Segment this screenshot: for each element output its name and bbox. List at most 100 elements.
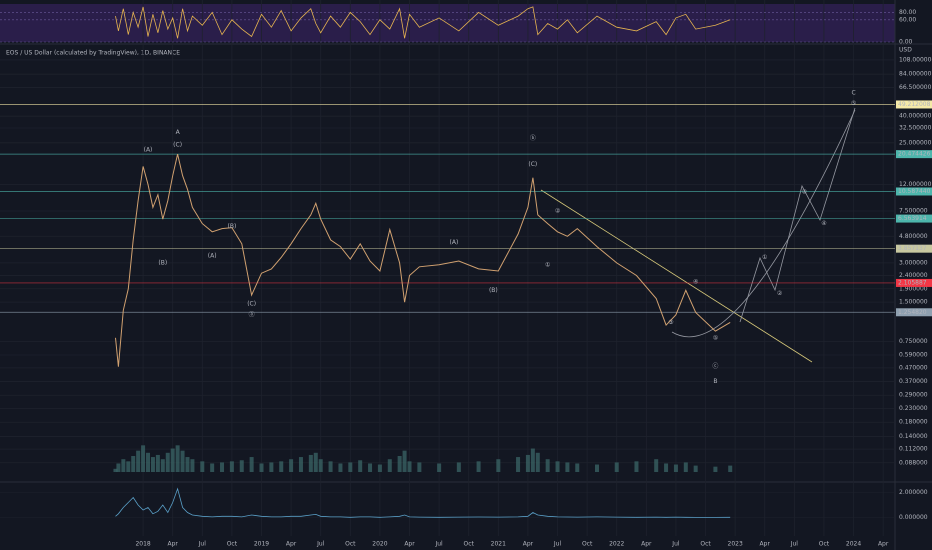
- volume-bar: [259, 463, 264, 472]
- volume-bar: [318, 459, 323, 472]
- x-tick-label: Apr: [760, 541, 771, 548]
- x-tick-label: Apr: [404, 541, 415, 548]
- volume-bar: [476, 461, 481, 472]
- volume-bar: [358, 460, 363, 472]
- wave-label: ②: [555, 208, 561, 215]
- level-tag: [896, 187, 932, 196]
- volume-bar: [377, 464, 382, 472]
- grid: [0, 0, 895, 536]
- volume-bar: [545, 459, 550, 472]
- wave-label: ⓑ: [530, 134, 536, 142]
- x-tick-label: Oct: [819, 541, 830, 548]
- wave-label: (B): [158, 259, 167, 266]
- volume-bar: [516, 457, 521, 472]
- y-tick-label: 25.000000: [899, 139, 932, 146]
- volume-bar: [220, 462, 225, 472]
- volume-bar: [594, 464, 599, 472]
- wave-label: ④: [693, 278, 698, 285]
- volume-bar: [150, 457, 155, 472]
- x-tick-label: Apr: [167, 541, 178, 548]
- lower-oscillator-line: [115, 487, 731, 518]
- volume-bar: [338, 463, 343, 472]
- volume-bar: [180, 450, 185, 472]
- y-tick-label: 12.000000: [899, 181, 932, 188]
- x-tick-label: 2023: [728, 541, 743, 548]
- y-tick-label: 1.900000: [899, 285, 928, 292]
- y-tick-label: 7.500000: [899, 208, 928, 215]
- volume-bar: [136, 450, 141, 472]
- x-tick-label: Oct: [582, 541, 593, 548]
- y-tick-label: 0.290000: [899, 392, 928, 399]
- volume-bar: [407, 461, 412, 472]
- volume-bar: [728, 465, 733, 472]
- wave-label: ①: [545, 261, 550, 268]
- y-tick-label: 0.750000: [899, 338, 928, 345]
- y-tick-label: 0.470000: [899, 364, 928, 371]
- wave-label: (A): [208, 252, 217, 259]
- volume-bar: [634, 461, 639, 472]
- volume-bar: [575, 463, 580, 472]
- wave-label: (B): [489, 287, 498, 294]
- level-label: 49.212008: [898, 101, 931, 108]
- x-tick-label: Oct: [464, 541, 475, 548]
- y-tick-label: 0.140000: [899, 433, 928, 440]
- level-label: 6.563914: [898, 215, 927, 222]
- x-tick-label: Apr: [641, 541, 652, 548]
- x-tick-label: 2019: [254, 541, 269, 548]
- volume-bar: [555, 461, 560, 472]
- wave-label: (A): [144, 147, 153, 154]
- level-label: 20.474426: [898, 151, 931, 158]
- volume-bar: [673, 464, 678, 472]
- x-tick-label: Jul: [671, 541, 680, 548]
- price-line: [115, 153, 731, 367]
- level-label: 3.857137: [898, 245, 927, 252]
- wave-label: A: [176, 129, 181, 136]
- x-tick-label: Jul: [316, 541, 325, 548]
- volume-bar: [210, 463, 215, 472]
- y-tick-label: 0.590000: [899, 351, 928, 358]
- volume-bar: [239, 460, 244, 472]
- wave-label: (A): [450, 239, 459, 246]
- volume-bar: [141, 445, 146, 472]
- x-tick-label: 2022: [609, 541, 624, 548]
- volume-bar: [456, 462, 461, 472]
- volume-bar: [298, 457, 303, 472]
- wave-label: ④: [821, 220, 826, 227]
- wave-label: ⓐ: [249, 310, 255, 318]
- volume-bar: [249, 457, 254, 472]
- y-tick-label: 108.000000: [899, 56, 932, 63]
- volume-bar: [165, 452, 170, 472]
- volume-bar: [654, 459, 659, 472]
- y-tick-label: 32.500000: [899, 124, 932, 131]
- volume-bar: [126, 461, 131, 472]
- x-tick-label: Apr: [878, 541, 889, 548]
- x-tick-label: Oct: [345, 541, 356, 548]
- wave-label: ③: [802, 188, 807, 195]
- volume-bar: [417, 462, 422, 472]
- y-tick-label: 2.400000: [899, 272, 928, 279]
- volume-bar: [121, 459, 126, 472]
- volume-bar: [530, 448, 535, 472]
- x-tick-label: Jul: [553, 541, 562, 548]
- volume-bar: [664, 463, 669, 472]
- volume-bar: [496, 459, 501, 472]
- y-tick-label: 4.800000: [899, 233, 928, 240]
- y-tick-label: 1.500000: [899, 299, 928, 306]
- y-tick-label: 40.000000: [899, 113, 932, 120]
- volume-bar: [614, 462, 619, 472]
- volume-bar: [437, 463, 442, 472]
- y-tick-label: 0.088000: [899, 459, 928, 466]
- x-tick-label: 2021: [491, 541, 506, 548]
- x-tick-label: Jul: [434, 541, 443, 548]
- oscillator-tick-label: 0.00: [899, 39, 913, 46]
- marks: 2018 Apr Jul Oct 2019 Apr Jul Oct 2020 Apr Jul Oct 2…: [0, 6, 932, 548]
- wave-label: ⓒ: [712, 362, 718, 370]
- x-tick-label: 2018: [135, 541, 150, 548]
- y-tick-label: 0.370000: [899, 378, 928, 385]
- wave-label: ②: [777, 290, 783, 297]
- x-tick-label: Oct: [700, 541, 711, 548]
- volume-bar: [279, 461, 284, 472]
- y-tick-label: 0.230000: [899, 405, 928, 412]
